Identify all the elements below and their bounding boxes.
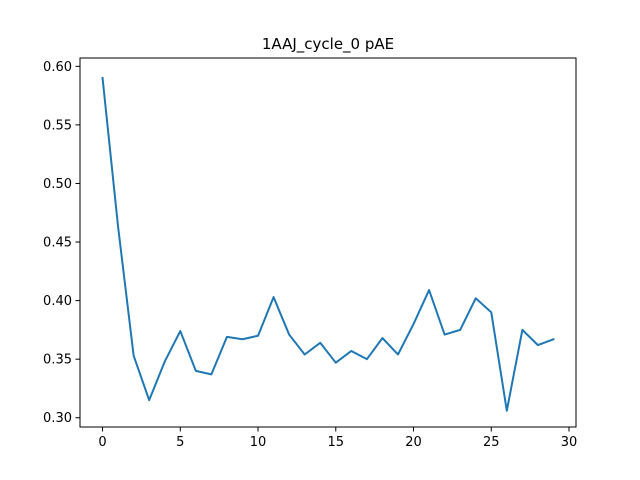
series-layer	[101, 76, 555, 412]
x-tick-label: 5	[176, 435, 184, 450]
chart-title: 1AAJ_cycle_0 pAE	[262, 35, 394, 54]
y-tick-label: 0.35	[43, 353, 72, 368]
x-tick-label: 15	[328, 435, 345, 450]
x-tick-label: 25	[483, 435, 500, 450]
y-tick-label: 0.40	[43, 294, 72, 309]
x-axis-ticks: 0 5 10 15 20 25 30	[98, 427, 577, 450]
x-tick-label: 10	[250, 435, 267, 450]
y-tick-label: 0.55	[43, 118, 72, 133]
x-tick-label: 0	[98, 435, 106, 450]
plot-area-frame	[79, 57, 577, 428]
x-tick-label: 20	[405, 435, 422, 450]
y-tick-label: 0.50	[43, 177, 72, 192]
y-axis-ticks: 0.30 0.35 0.40 0.45 0.50 0.55 0.60	[43, 60, 80, 426]
y-tick-label: 0.45	[43, 236, 72, 251]
series-line-0	[101, 76, 555, 412]
x-tick-label: 30	[561, 435, 578, 450]
y-tick-label: 0.30	[43, 411, 72, 426]
y-tick-label: 0.60	[43, 60, 72, 75]
